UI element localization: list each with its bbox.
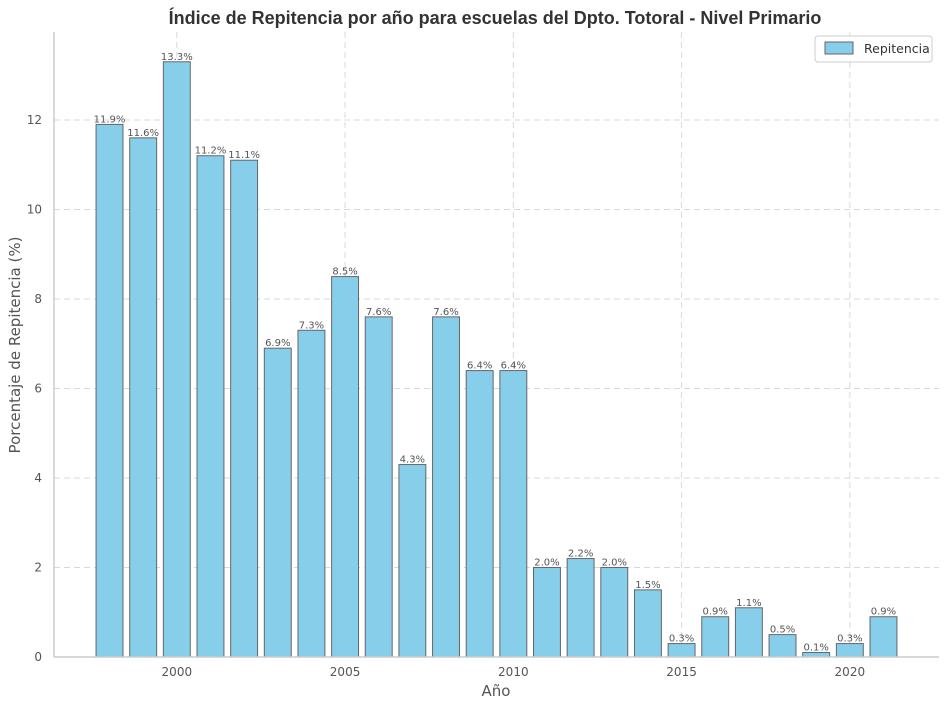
bar (398, 464, 427, 658)
x-tick-label: 2000 (162, 665, 193, 679)
bar (230, 159, 259, 658)
bar-value-label: 13.3% (161, 52, 193, 63)
bar-value-label: 0.3% (837, 634, 862, 645)
x-axis-label: Año (482, 682, 511, 700)
x-tick-label: 2005 (330, 665, 361, 679)
bar-value-label: 2.0% (534, 557, 559, 568)
bar (600, 566, 629, 658)
bar (869, 616, 898, 658)
x-tick-label: 2010 (498, 665, 529, 679)
y-tick-label: 6 (34, 381, 42, 395)
bar (129, 137, 158, 658)
bar (734, 607, 763, 658)
bar-value-label: 0.9% (703, 607, 728, 618)
bar (533, 566, 561, 658)
bars-group: 11.9%11.6% 13.3% 11.2% 11.1% 6.9% 7.3% 8.5% 7.6… (94, 52, 898, 658)
y-tick-label: 12 (27, 113, 42, 127)
bar (297, 329, 326, 658)
y-tick-label: 8 (34, 292, 42, 306)
bar-value-label: 2.2% (568, 549, 593, 560)
y-axis-label: Porcentaje de Repitencia (%) (6, 237, 24, 454)
bar-value-label: 7.6% (366, 307, 391, 318)
bar (633, 589, 662, 658)
bar (465, 370, 494, 658)
legend: Repitencia (814, 35, 933, 63)
bar-value-label: 1.5% (635, 580, 660, 591)
bar-value-label: 11.1% (228, 150, 260, 161)
bar-value-label: 6.9% (265, 338, 290, 349)
chart-title: Índice de Repitencia por año para escuel… (169, 7, 822, 28)
bar-value-label: 0.5% (770, 625, 795, 636)
y-tick-label: 10 (27, 202, 42, 216)
bar-value-label: 6.4% (467, 361, 492, 372)
bar (667, 643, 696, 658)
bar-value-label: 8.5% (332, 267, 357, 278)
bar-value-label: 0.3% (669, 634, 694, 645)
bar (331, 276, 360, 658)
legend-swatch (824, 41, 854, 55)
bar-value-label: 4.3% (400, 455, 425, 466)
bar-value-label: 11.6% (127, 128, 159, 139)
bar (701, 616, 730, 658)
bar (162, 61, 191, 658)
bar-value-label: 0.9% (871, 607, 896, 618)
bar-value-label: 6.4% (501, 361, 526, 372)
bar-value-label: 7.3% (299, 320, 324, 331)
bar (364, 316, 393, 658)
bar-value-label: 2.0% (602, 557, 627, 568)
x-tick-label: 2020 (835, 665, 866, 679)
axes: 0 2 4 6 8 10 12 2000 2005 2010 2015 2020 (27, 32, 939, 679)
bar (196, 155, 225, 658)
bar (835, 643, 864, 658)
y-tick-label: 4 (34, 471, 42, 485)
bar-value-label: 0.1% (803, 643, 828, 654)
bar-value-label: 11.9% (94, 114, 126, 125)
x-tick-label: 2015 (666, 665, 697, 679)
bar (432, 316, 460, 658)
bar-value-label: 7.6% (433, 307, 458, 318)
y-tick-label: 0 (34, 650, 42, 664)
y-tick-label: 2 (34, 560, 42, 574)
bar-value-label: 1.1% (736, 598, 761, 609)
bar-value-label: 11.2% (195, 146, 227, 157)
bar (499, 370, 528, 658)
bar (566, 558, 595, 658)
legend-label: Repitencia (864, 41, 930, 56)
bar (95, 123, 124, 658)
bar (263, 347, 292, 658)
bar (768, 634, 797, 658)
